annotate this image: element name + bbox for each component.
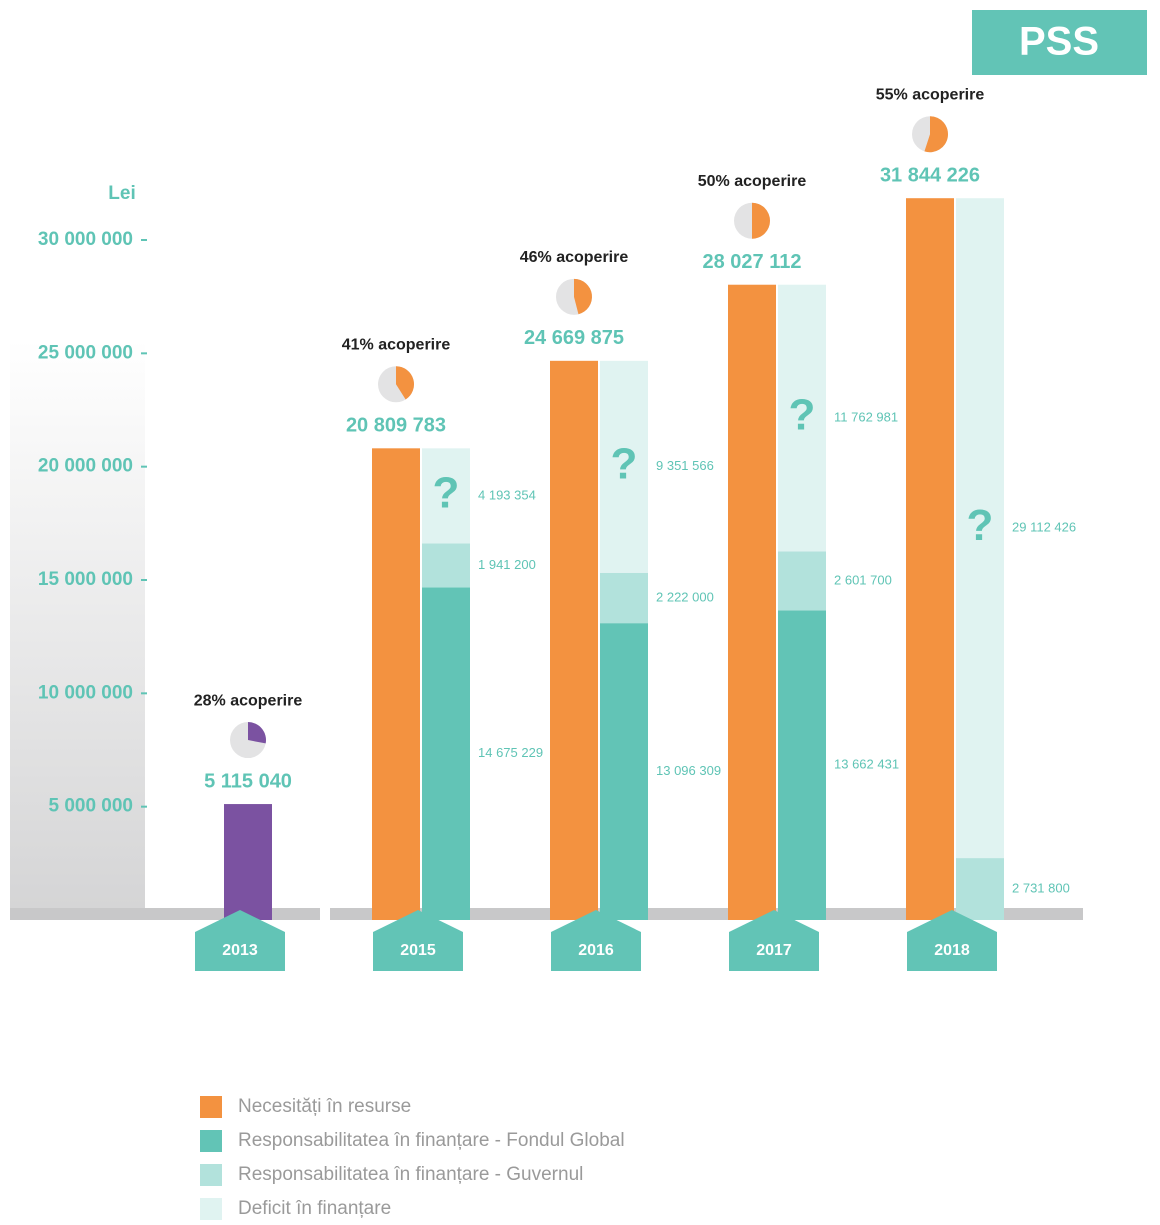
stack-segment bbox=[778, 284, 826, 552]
stack-segment bbox=[600, 360, 648, 573]
bar bbox=[728, 284, 776, 921]
legend-swatch bbox=[200, 1164, 222, 1186]
stack-segment bbox=[956, 198, 1004, 859]
bar bbox=[372, 448, 420, 920]
value-label: 20 809 783 bbox=[346, 415, 446, 437]
segment-label: 9 351 566 bbox=[656, 458, 714, 473]
y-tick-label: 30 000 000 bbox=[38, 229, 133, 250]
coverage-label: 50% acoperire bbox=[698, 173, 807, 190]
deficit-mark: ? bbox=[967, 501, 994, 550]
deficit-mark: ? bbox=[789, 391, 816, 440]
legend-swatch bbox=[200, 1130, 222, 1152]
legend-swatch bbox=[200, 1198, 222, 1220]
segment-label: 2 731 800 bbox=[1012, 880, 1070, 895]
year-tab bbox=[551, 910, 641, 971]
y-tick-label: 20 000 000 bbox=[38, 456, 133, 477]
segment-label: 13 662 431 bbox=[834, 757, 899, 772]
pie-slice bbox=[574, 278, 593, 315]
x-tick-label: 2013 bbox=[222, 942, 258, 959]
stack-segment bbox=[956, 858, 1004, 920]
bar bbox=[906, 198, 954, 921]
pie-slice bbox=[924, 116, 949, 153]
y-tick-label: 15 000 000 bbox=[38, 569, 133, 590]
value-label: 5 115 040 bbox=[204, 770, 292, 792]
coverage-label: 28% acoperire bbox=[194, 692, 303, 709]
segment-label: 2 601 700 bbox=[834, 572, 892, 587]
x-tick-label: 2017 bbox=[756, 942, 792, 959]
coverage-label: 55% acoperire bbox=[876, 86, 985, 103]
stack-segment bbox=[422, 587, 470, 920]
year-tab bbox=[195, 910, 285, 971]
axis-bar bbox=[330, 908, 1083, 920]
stack-segment bbox=[600, 623, 648, 920]
pie-slice bbox=[396, 366, 415, 400]
segment-label: 29 112 426 bbox=[1012, 520, 1076, 535]
y-tick-label: 5 000 000 bbox=[48, 796, 133, 817]
segment-label: 2 222 000 bbox=[656, 589, 714, 604]
bar bbox=[550, 360, 598, 920]
x-tick-label: 2015 bbox=[400, 942, 436, 959]
deficit-mark: ? bbox=[611, 439, 638, 488]
stack-segment bbox=[422, 543, 470, 588]
year-tab bbox=[373, 910, 463, 971]
stack-segment bbox=[600, 572, 648, 624]
x-tick-label: 2016 bbox=[578, 942, 614, 959]
coverage-label: 41% acoperire bbox=[342, 337, 451, 354]
y-axis-label: Lei bbox=[108, 183, 135, 204]
year-tab bbox=[729, 910, 819, 971]
legend-swatch bbox=[200, 1096, 222, 1118]
segment-label: 4 193 354 bbox=[478, 487, 536, 502]
coverage-label: 46% acoperire bbox=[520, 249, 629, 266]
axis-background bbox=[10, 340, 145, 920]
deficit-mark: ? bbox=[433, 468, 460, 517]
axis-bar bbox=[10, 908, 320, 920]
x-tick-label: 2018 bbox=[934, 942, 970, 959]
year-tab bbox=[907, 910, 997, 971]
legend-label: Deficit în finanțare bbox=[238, 1198, 391, 1219]
pie-slice bbox=[248, 722, 266, 744]
segment-label: 11 762 981 bbox=[834, 409, 898, 424]
y-tick-label: 10 000 000 bbox=[38, 682, 133, 703]
bar bbox=[224, 804, 272, 920]
legend-label: Responsabilitatea în finanțare - Guvernu… bbox=[238, 1164, 583, 1185]
segment-label: 1 941 200 bbox=[478, 557, 536, 572]
y-tick-label: 25 000 000 bbox=[38, 342, 133, 363]
stack-segment bbox=[778, 610, 826, 920]
legend-label: Necesități în resurse bbox=[238, 1096, 411, 1117]
badge bbox=[972, 10, 1147, 75]
segment-label: 13 096 309 bbox=[656, 763, 721, 778]
pie-slice bbox=[752, 202, 770, 239]
badge-text: PSS bbox=[1019, 20, 1099, 64]
legend-label: Responsabilitatea în finanțare - Fondul … bbox=[238, 1130, 625, 1151]
value-label: 28 027 112 bbox=[703, 251, 802, 273]
value-label: 31 844 226 bbox=[880, 164, 980, 186]
value-label: 24 669 875 bbox=[524, 327, 624, 349]
stack-segment bbox=[422, 448, 470, 544]
segment-label: 14 675 229 bbox=[478, 745, 543, 760]
stack-segment bbox=[778, 551, 826, 611]
